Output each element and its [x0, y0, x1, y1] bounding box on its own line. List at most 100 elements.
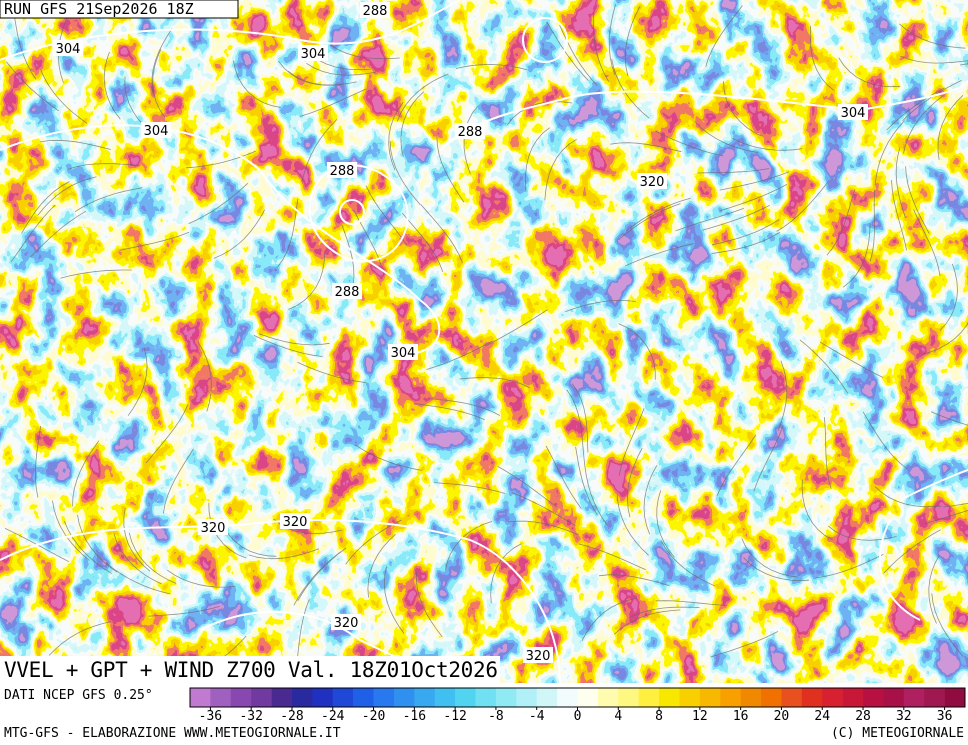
streamline: [77, 514, 118, 573]
colorbar-swatch: [373, 688, 395, 707]
contour-label: 320: [334, 616, 359, 631]
streamline: [581, 598, 637, 642]
streamline: [127, 348, 148, 416]
vertical-velocity-field: [0, 0, 968, 683]
streamline: [288, 252, 326, 310]
colorbar-swatch: [210, 688, 232, 707]
streamline: [152, 49, 166, 118]
map-title: VVEL + GPT + WIND Z700 Val. 18Z01Oct2026: [4, 658, 498, 682]
streamline: [330, 44, 400, 60]
streamline: [6, 61, 59, 112]
streamline: [415, 571, 443, 638]
contour-label-box: [360, 2, 390, 18]
streamline: [753, 425, 784, 492]
streamline: [21, 181, 70, 234]
streamline: [490, 543, 522, 604]
title-box: [0, 656, 500, 683]
streamline: [67, 163, 140, 170]
streamline: [655, 600, 728, 606]
contour-label-box: [280, 513, 310, 529]
contour: [439, 79, 968, 151]
streamline: [608, 4, 616, 76]
contour-label-box: [298, 45, 328, 61]
colorbar-swatch: [740, 688, 762, 707]
streamline: [937, 95, 964, 160]
streamline: [434, 482, 506, 494]
streamline: [208, 502, 247, 559]
streamline: [365, 185, 408, 246]
contour: [522, 17, 568, 63]
colorbar-swatch: [353, 688, 374, 707]
streamline: [616, 492, 649, 556]
colorbar-swatch: [190, 688, 211, 707]
colorbar-swatch: [557, 688, 578, 707]
streamline: [253, 335, 323, 357]
streamline: [732, 137, 803, 151]
contour-label-box: [198, 519, 228, 535]
colorbar-swatch: [332, 688, 354, 707]
colorbar-swatch: [720, 688, 741, 707]
streamline: [655, 130, 724, 157]
contour-label-box: [141, 122, 171, 138]
streamline: [903, 95, 944, 154]
streamline: [656, 490, 675, 558]
streamline: [163, 448, 194, 514]
contour: [879, 469, 968, 621]
contour-label: 320: [201, 521, 226, 536]
streamline: [113, 532, 162, 585]
colorbar-tick-label: -8: [488, 709, 504, 724]
streamline: [507, 520, 579, 536]
streamline: [930, 411, 968, 426]
data-source: DATI NCEP GFS 0.25°: [4, 688, 153, 703]
streamline: [613, 609, 681, 635]
colorbar-tick-label: -36: [199, 709, 222, 724]
colorbar-swatch: [251, 688, 272, 707]
colorbar-swatch: [903, 688, 925, 707]
streamline: [913, 209, 941, 277]
streamline: [306, 62, 376, 76]
colorbar-swatch: [781, 688, 803, 707]
streamline: [809, 25, 835, 91]
streamline: [565, 299, 636, 312]
streamline: [924, 510, 968, 525]
streamline: [719, 184, 788, 212]
streamline: [723, 81, 763, 137]
streamline: [544, 138, 577, 201]
streamline: [626, 197, 691, 232]
streamline: [610, 142, 682, 153]
streamline: [694, 121, 759, 153]
streamline: [188, 183, 249, 224]
contour-label: 288: [335, 285, 360, 300]
streamline: [710, 631, 778, 658]
streamline: [233, 60, 281, 108]
streamline: [559, 24, 598, 86]
colorbar-tick-label: 8: [655, 709, 663, 724]
streamline: [445, 521, 493, 571]
streamline: [697, 168, 770, 174]
streamline: [353, 209, 384, 275]
streamline: [874, 120, 905, 185]
streamline: [103, 51, 121, 120]
streamline: [525, 127, 550, 192]
streamline: [711, 232, 780, 254]
colorbar-swatch: [291, 688, 313, 707]
streamline: [643, 465, 658, 535]
colorbar-swatch: [822, 688, 843, 707]
streamline: [248, 548, 320, 560]
colorbar-tick-label: 24: [814, 709, 830, 724]
streamline: [293, 551, 342, 606]
streamline: [456, 64, 528, 71]
colorbar-swatch: [618, 688, 639, 707]
streamline: [943, 502, 968, 508]
colorbar-tick-label: -24: [321, 709, 345, 724]
streamline: [39, 139, 111, 150]
colorbar-tick-label: 20: [774, 709, 790, 724]
streamline: [843, 223, 871, 288]
streamline: [566, 389, 585, 459]
streamline: [30, 210, 87, 258]
streamline: [151, 28, 173, 96]
streamline: [583, 458, 608, 526]
streamline: [891, 180, 907, 251]
streamline: [166, 569, 236, 588]
